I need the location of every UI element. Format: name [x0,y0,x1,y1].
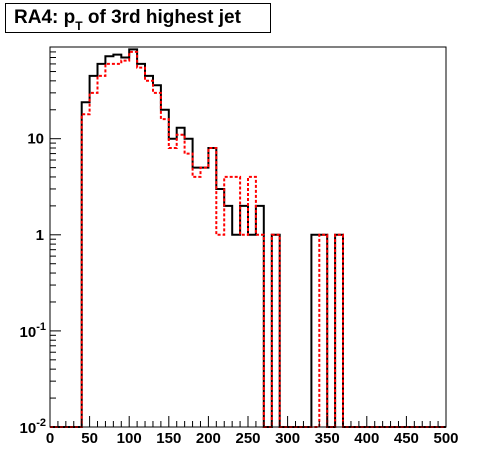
axes-layer: 0 50 100 150 200 250 300 350 400 450 500 10-2 10-1 1 1… [20,46,459,447]
x-tick-label: 450 [394,430,419,447]
x-tick-label: 500 [433,430,458,447]
x-tick-label: 100 [117,430,142,447]
y-tick-label: 10 [27,131,44,148]
y-tick-label: 10-2 [20,417,46,437]
series-layer [50,48,446,428]
chart-title-suffix: of 3rd highest jet [82,7,241,28]
y-tick-label: 10-1 [20,321,46,341]
x-tick-label: 0 [46,430,54,447]
chart-title-box: RA4: pT of 3rd highest jet [5,3,271,33]
chart-title-prefix: RA4: p [14,7,76,28]
x-tick-label: 200 [196,430,221,447]
chart-title: RA4: pT of 3rd highest jet [14,7,241,33]
chart-title-subscript: T [75,19,83,33]
x-tick-label: 250 [235,430,260,447]
x-tick-label: 350 [315,430,340,447]
x-tick-label: 50 [81,430,98,447]
y-tick-label: 1 [36,227,44,244]
series-dashed-line [50,50,446,428]
x-tick-label: 400 [354,430,379,447]
x-tick-label: 300 [275,430,300,447]
plot-frame [49,46,447,428]
x-tick-label: 150 [156,430,181,447]
series-solid-line [50,48,446,428]
